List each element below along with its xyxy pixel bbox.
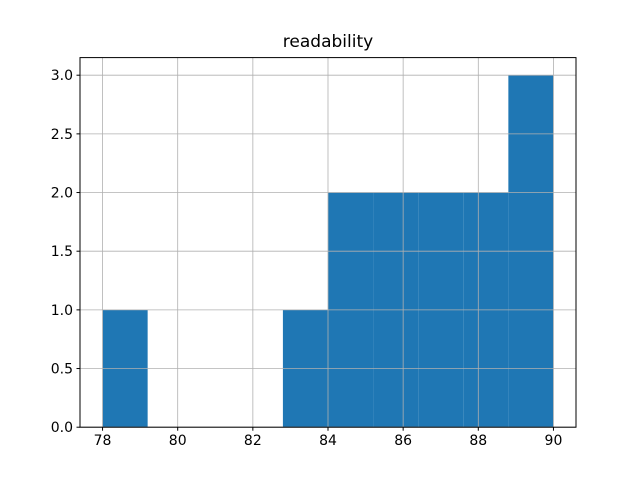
x-tick-label: 88 [469,433,487,449]
y-tick-label: 1.0 [51,303,73,319]
y-tick-label: 2.0 [51,186,73,202]
chart-title: readability [283,32,373,52]
x-tick-label: 80 [169,433,187,449]
x-tick-label: 78 [94,433,112,449]
y-tick-label: 1.5 [51,244,73,260]
x-tick-label: 86 [394,433,412,449]
x-tick-label: 84 [319,433,337,449]
x-tick-label: 82 [244,433,262,449]
y-tick-label: 3.0 [51,68,73,84]
ticks-group [76,74,554,431]
y-tick-label: 0.5 [51,362,73,378]
x-tick-label: 90 [545,433,563,449]
y-tick-label: 2.5 [51,127,73,143]
y-tick-label: 0.0 [51,420,73,436]
tick-labels-group: 78 80 82 84 86 88 90 0.0 0.5 1.0 1.5 2.0 2.5 3.0 [51,68,563,449]
